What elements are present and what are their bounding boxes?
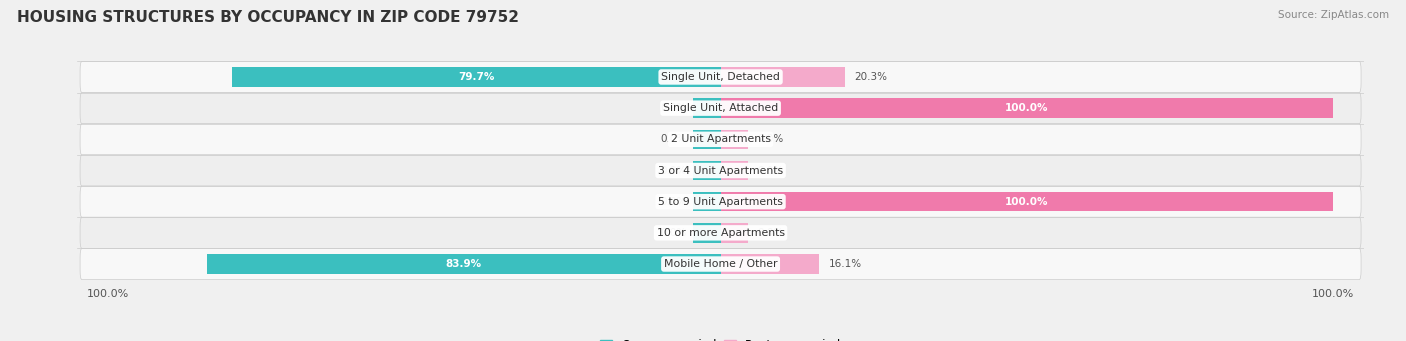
Bar	[721, 254, 820, 274]
Text: 5 to 9 Unit Apartments: 5 to 9 Unit Apartments	[658, 197, 783, 207]
Bar	[721, 130, 748, 149]
Text: 0.0%: 0.0%	[661, 228, 688, 238]
Text: 0.0%: 0.0%	[661, 103, 688, 113]
Text: 0.0%: 0.0%	[758, 228, 783, 238]
Bar	[721, 99, 1333, 118]
Text: 83.9%: 83.9%	[446, 259, 482, 269]
Bar	[693, 161, 721, 180]
Text: 79.7%: 79.7%	[458, 72, 495, 82]
Bar	[693, 223, 721, 242]
Text: 10 or more Apartments: 10 or more Apartments	[657, 228, 785, 238]
Text: Single Unit, Attached: Single Unit, Attached	[664, 103, 778, 113]
Text: 2 Unit Apartments: 2 Unit Apartments	[671, 134, 770, 144]
Text: HOUSING STRUCTURES BY OCCUPANCY IN ZIP CODE 79752: HOUSING STRUCTURES BY OCCUPANCY IN ZIP C…	[17, 10, 519, 25]
Bar	[232, 67, 721, 87]
FancyBboxPatch shape	[80, 249, 1361, 280]
Bar	[693, 99, 721, 118]
Text: 100.0%: 100.0%	[1005, 103, 1049, 113]
FancyBboxPatch shape	[80, 155, 1361, 186]
Bar	[693, 192, 721, 211]
Legend: Owner-occupied, Renter-occupied: Owner-occupied, Renter-occupied	[595, 334, 846, 341]
Text: 20.3%: 20.3%	[853, 72, 887, 82]
Text: Mobile Home / Other: Mobile Home / Other	[664, 259, 778, 269]
FancyBboxPatch shape	[80, 61, 1361, 92]
Bar	[693, 130, 721, 149]
Text: 0.0%: 0.0%	[661, 197, 688, 207]
Text: 0.0%: 0.0%	[758, 134, 783, 144]
Text: Single Unit, Detached: Single Unit, Detached	[661, 72, 780, 82]
Text: 0.0%: 0.0%	[661, 165, 688, 176]
Text: 0.0%: 0.0%	[758, 165, 783, 176]
FancyBboxPatch shape	[80, 186, 1361, 217]
Bar	[721, 223, 748, 242]
Bar	[721, 161, 748, 180]
FancyBboxPatch shape	[80, 124, 1361, 155]
FancyBboxPatch shape	[80, 217, 1361, 249]
Text: 3 or 4 Unit Apartments: 3 or 4 Unit Apartments	[658, 165, 783, 176]
Bar	[721, 67, 845, 87]
Bar	[207, 254, 721, 274]
Text: Source: ZipAtlas.com: Source: ZipAtlas.com	[1278, 10, 1389, 20]
Text: 16.1%: 16.1%	[828, 259, 862, 269]
FancyBboxPatch shape	[80, 92, 1361, 124]
Text: 0.0%: 0.0%	[661, 134, 688, 144]
Text: 100.0%: 100.0%	[1005, 197, 1049, 207]
Bar	[721, 192, 1333, 211]
